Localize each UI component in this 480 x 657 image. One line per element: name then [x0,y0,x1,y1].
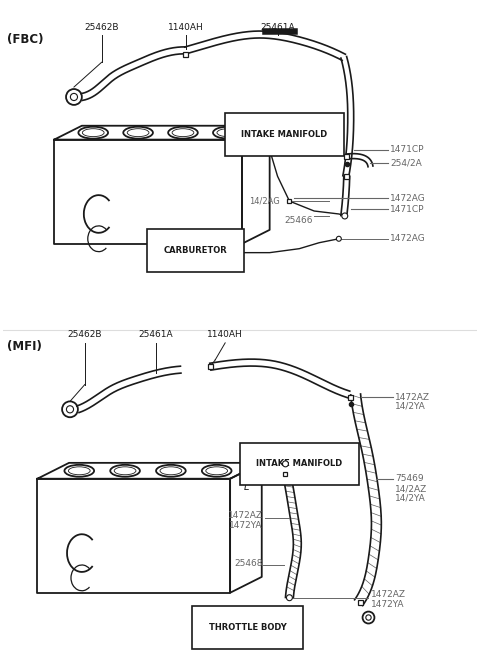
Text: 75469: 75469 [395,474,424,483]
Text: L: L [253,143,259,152]
Text: 1472AZ: 1472AZ [395,393,430,402]
Text: 25466: 25466 [285,216,313,225]
Text: 1140AH: 1140AH [168,22,204,32]
Text: CARBURETOR: CARBURETOR [164,246,228,255]
Text: 14/2AZ: 14/2AZ [395,484,427,493]
Text: 25461A: 25461A [260,22,295,32]
Text: 14/2YA: 14/2YA [395,493,426,502]
Bar [183,52,188,57]
Circle shape [287,595,292,600]
Text: (FBC): (FBC) [7,33,43,45]
Text: 1472AZ: 1472AZ [371,590,406,599]
Text: 25461A: 25461A [139,330,173,339]
Text: L: L [243,482,249,491]
Text: 25462B: 25462B [84,22,119,32]
Text: 1471CP: 1471CP [390,145,425,154]
Bar [348,395,353,400]
Text: 1472AG: 1472AG [390,235,426,243]
Bar [208,364,213,369]
Circle shape [283,461,288,467]
Text: 14/2YA: 14/2YA [395,402,426,411]
Bar [358,600,363,605]
Text: INTAKE MANIFOLD: INTAKE MANIFOLD [256,459,342,468]
Bar [284,472,288,476]
Text: INTAKE MANIFOLD: INTAKE MANIFOLD [241,130,328,139]
Text: 1472YA: 1472YA [229,521,263,530]
Text: 1472AZ: 1472AZ [228,511,263,520]
Bar [288,199,291,203]
Text: 1472AG: 1472AG [390,194,426,202]
Text: 25462B: 25462B [68,330,102,339]
Text: 25468: 25468 [234,558,263,568]
Text: 14/2AG: 14/2AG [249,196,279,206]
Text: 1140AH: 1140AH [207,330,243,339]
Circle shape [336,237,341,241]
Circle shape [342,213,348,219]
Bar [344,154,349,159]
Text: 1472YA: 1472YA [371,600,404,609]
Bar [344,174,349,179]
Text: 254/2A: 254/2A [390,159,422,168]
Text: 1471CP: 1471CP [390,204,425,214]
Text: (MFI): (MFI) [7,340,42,353]
Text: THROTTLE BODY: THROTTLE BODY [209,623,287,632]
